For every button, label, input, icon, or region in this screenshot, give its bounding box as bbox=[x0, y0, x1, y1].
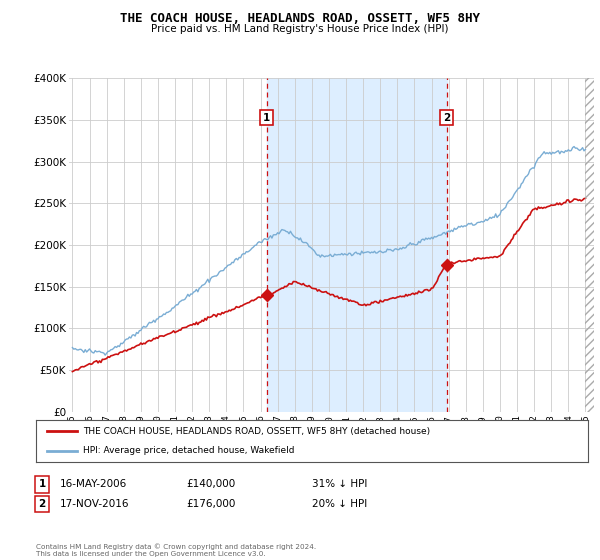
Text: THE COACH HOUSE, HEADLANDS ROAD, OSSETT, WF5 8HY: THE COACH HOUSE, HEADLANDS ROAD, OSSETT,… bbox=[120, 12, 480, 25]
Text: £176,000: £176,000 bbox=[186, 499, 235, 509]
Bar bbox=[267, 78, 446, 412]
Text: HPI: Average price, detached house, Wakefield: HPI: Average price, detached house, Wake… bbox=[83, 446, 295, 455]
Text: 1: 1 bbox=[263, 113, 271, 123]
Text: THE COACH HOUSE, HEADLANDS ROAD, OSSETT, WF5 8HY (detached house): THE COACH HOUSE, HEADLANDS ROAD, OSSETT,… bbox=[83, 427, 430, 436]
Bar bbox=[586, 78, 600, 412]
Text: 31% ↓ HPI: 31% ↓ HPI bbox=[312, 479, 367, 489]
Text: 16-MAY-2006: 16-MAY-2006 bbox=[60, 479, 127, 489]
Text: £140,000: £140,000 bbox=[186, 479, 235, 489]
Text: Contains HM Land Registry data © Crown copyright and database right 2024.
This d: Contains HM Land Registry data © Crown c… bbox=[36, 544, 316, 557]
Text: 17-NOV-2016: 17-NOV-2016 bbox=[60, 499, 130, 509]
Text: 2: 2 bbox=[38, 499, 46, 509]
Text: 20% ↓ HPI: 20% ↓ HPI bbox=[312, 499, 367, 509]
Text: 1: 1 bbox=[38, 479, 46, 489]
Text: 2: 2 bbox=[443, 113, 450, 123]
Text: Price paid vs. HM Land Registry's House Price Index (HPI): Price paid vs. HM Land Registry's House … bbox=[151, 24, 449, 34]
